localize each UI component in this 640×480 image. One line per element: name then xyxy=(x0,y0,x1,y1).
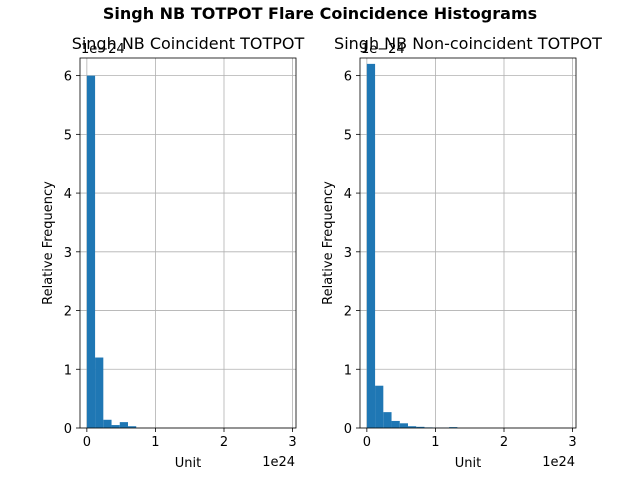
histogram-bar xyxy=(366,63,376,428)
x-tick-label: 3 xyxy=(288,435,296,450)
y-tick-label: 6 xyxy=(344,70,352,85)
x-tick-label: 2 xyxy=(220,435,228,450)
x-axis-label: Unit xyxy=(455,456,481,471)
y-tick-label: 3 xyxy=(64,246,72,261)
y-axis-label: Relative Frequency xyxy=(321,181,336,305)
x-tick-label: 2 xyxy=(500,435,508,450)
y-tick-label: 4 xyxy=(64,187,72,202)
panel-title: Singh NB Coincident TOTPOT xyxy=(72,34,305,53)
figure-title: Singh NB TOTPOT Flare Coincidence Histog… xyxy=(103,4,537,23)
y-offset-text: 1e−24 xyxy=(81,42,125,57)
histogram-bar xyxy=(103,419,112,428)
x-offset-text: 1e24 xyxy=(262,455,295,470)
histogram-bar xyxy=(383,412,392,428)
histogram-bar xyxy=(128,426,137,428)
y-tick-label: 2 xyxy=(64,305,72,320)
y-tick-label: 6 xyxy=(64,70,72,85)
histogram-bar xyxy=(416,426,425,428)
y-tick-label: 1 xyxy=(64,363,72,378)
x-axis-label: Unit xyxy=(175,456,201,471)
y-axis-label: Relative Frequency xyxy=(41,181,56,305)
y-tick-label: 4 xyxy=(344,187,352,202)
y-tick-label: 2 xyxy=(344,305,352,320)
y-tick-label: 3 xyxy=(344,246,352,261)
y-tick-label: 1 xyxy=(344,363,352,378)
panel-coincident: Singh NB Coincident TOTPOT Unit Relative… xyxy=(41,34,305,471)
histogram-bar xyxy=(449,427,458,428)
axes-frame xyxy=(79,57,297,429)
y-tick-label: 5 xyxy=(64,128,72,143)
y-tick-label: 0 xyxy=(344,422,352,437)
histogram-bar xyxy=(408,426,417,428)
x-tick-label: 1 xyxy=(151,435,159,450)
histogram-bar xyxy=(375,385,384,428)
x-tick-label: 0 xyxy=(363,435,371,450)
histogram-bar xyxy=(119,422,128,428)
panel-title: Singh NB Non-coincident TOTPOT xyxy=(334,34,602,53)
x-offset-text: 1e24 xyxy=(542,455,575,470)
y-tick-label: 5 xyxy=(344,128,352,143)
histogram-bar xyxy=(95,357,104,428)
histogram-bar xyxy=(86,75,96,428)
histogram-bar xyxy=(391,420,400,428)
panel-non-coincident: Singh NB Non-coincident TOTPOT Unit Rela… xyxy=(321,34,602,471)
x-tick-label: 1 xyxy=(431,435,439,450)
histogram-bar xyxy=(399,423,408,428)
y-offset-text: 1e−24 xyxy=(361,42,405,57)
histogram-bar xyxy=(111,425,120,428)
x-tick-label: 0 xyxy=(83,435,91,450)
y-tick-label: 0 xyxy=(64,422,72,437)
axes-frame xyxy=(359,57,577,429)
x-tick-label: 3 xyxy=(568,435,576,450)
